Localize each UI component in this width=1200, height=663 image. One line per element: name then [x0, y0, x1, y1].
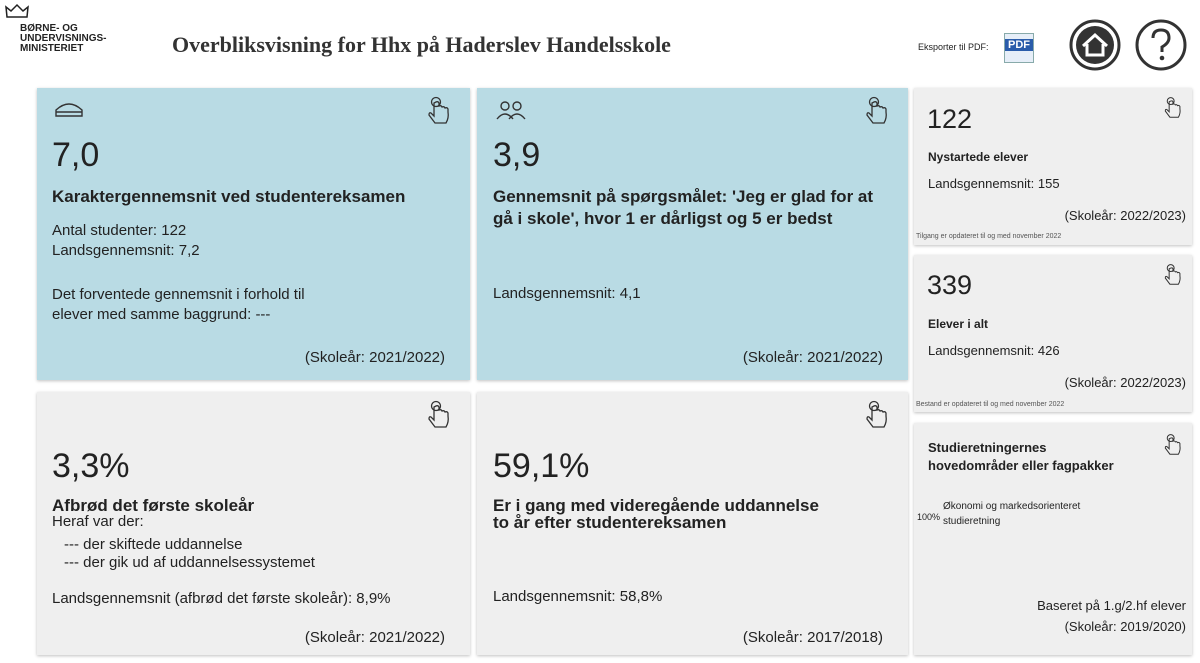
- kpi-value: 59,1%: [493, 447, 590, 485]
- kpi-value: 3,3%: [52, 447, 130, 485]
- people-icon: [496, 101, 526, 120]
- logo-line: UNDERVISNINGS-: [20, 33, 107, 44]
- kpi-heading: Karaktergennemsnit ved studentereksamen: [52, 187, 406, 206]
- crown-icon: [5, 3, 29, 18]
- kpi-footer: (Skoleår: 2022/2023): [1064, 208, 1186, 223]
- card[interactable]: [477, 88, 908, 380]
- kpi-footer: (Skoleår: 2021/2022): [304, 349, 445, 366]
- share-label: 100%: [917, 512, 941, 522]
- kpi-line: --- der gik ud af uddannelsessystemet: [64, 554, 315, 571]
- kpi-line: Heraf var der:: [52, 513, 144, 530]
- kpi-heading: Gennemsnit på spørgsmålet: 'Jeg er glad …: [493, 187, 874, 206]
- kpi-heading: Nystartede elever: [928, 150, 1029, 164]
- export-label: Eksporter til PDF:: [918, 42, 989, 52]
- kpi-footer: (Skoleår: 2017/2018): [742, 629, 883, 646]
- logo-line: BØRNE- OG: [20, 23, 78, 34]
- kpi-line: Landsgennemsnit: 4,1: [493, 285, 641, 302]
- drill-icon[interactable]: [426, 96, 452, 126]
- card[interactable]: [914, 423, 1192, 655]
- page-title: Overbliksvisning for Hhx på Haderslev Ha…: [172, 32, 671, 57]
- help-button[interactable]: [1134, 18, 1188, 72]
- kpi-line: Det forventede gennemsnit i forhold til: [52, 286, 305, 303]
- logo: BØRNE- OG UNDERVISNINGS- MINISTERIET: [20, 24, 107, 54]
- card[interactable]: [37, 392, 470, 655]
- kpi-value: 122: [927, 104, 973, 134]
- kpi-line: Landsgennemsnit: 426: [928, 343, 1060, 358]
- kpi-footer: (Skoleår: 2022/2023): [1064, 375, 1186, 390]
- card[interactable]: [477, 392, 908, 655]
- drill-icon[interactable]: [1163, 96, 1183, 120]
- kpi-heading: Afbrød det første skoleår: [52, 496, 255, 515]
- kpi-note: Tilgang er opdateret til og med november…: [916, 233, 1062, 240]
- home-button[interactable]: [1068, 18, 1122, 72]
- kpi-line: Landsgennemsnit: 155: [928, 176, 1060, 191]
- kpi-footer: (Skoleår: 2021/2022): [304, 629, 445, 646]
- logo-line: MINISTERIET: [20, 43, 84, 54]
- pdf-label: PDF: [1005, 39, 1033, 51]
- kpi-heading: gå i skole', hvor 1 er dårligst og 5 er …: [493, 209, 833, 228]
- kpi-footer: Baseret på 1.g/2.hf elever: [1037, 598, 1186, 613]
- kpi-line: elever med samme baggrund: ---: [52, 306, 271, 323]
- kpi-heading: Elever i alt: [928, 317, 989, 331]
- card[interactable]: [914, 255, 1192, 412]
- drill-icon[interactable]: [426, 400, 452, 430]
- kpi-value: 339: [927, 270, 973, 300]
- drill-icon[interactable]: [1163, 263, 1183, 287]
- kpi-line: --- der skiftede uddannelse: [64, 536, 243, 553]
- card[interactable]: [914, 88, 1192, 245]
- card[interactable]: [37, 88, 470, 380]
- kpi-value: 3,9: [493, 136, 541, 174]
- drill-icon[interactable]: [864, 400, 890, 430]
- kpi-line: Landsgennemsnit: 58,8%: [493, 588, 663, 605]
- kpi-line: studieretning: [943, 516, 1001, 527]
- kpi-line: Antal studenter: 122: [52, 222, 187, 239]
- kpi-line: Landsgennemsnit (afbrød det første skole…: [52, 590, 391, 607]
- kpi-heading: Er i gang med videregående uddannelse: [493, 496, 819, 515]
- pdf-button[interactable]: PDF: [1004, 33, 1034, 63]
- kpi-note: Bestand er opdateret til og med november…: [916, 401, 1065, 408]
- drill-icon[interactable]: [864, 96, 890, 126]
- kpi-heading: hovedområder eller fagpakker: [928, 458, 1114, 473]
- kpi-footer: (Skoleår: 2021/2022): [742, 349, 883, 366]
- drill-icon[interactable]: [1163, 433, 1183, 457]
- kpi-footer: (Skoleår: 2019/2020): [1064, 619, 1186, 634]
- kpi-heading: to år efter studentereksamen: [493, 513, 727, 532]
- kpi-line: Økonomi og markedsorienteret: [943, 501, 1081, 512]
- cap-icon: [55, 103, 83, 117]
- kpi-value: 7,0: [52, 136, 100, 174]
- kpi-line: Landsgennemsnit: 7,2: [52, 242, 200, 259]
- kpi-heading: Studieretningernes: [928, 440, 1047, 455]
